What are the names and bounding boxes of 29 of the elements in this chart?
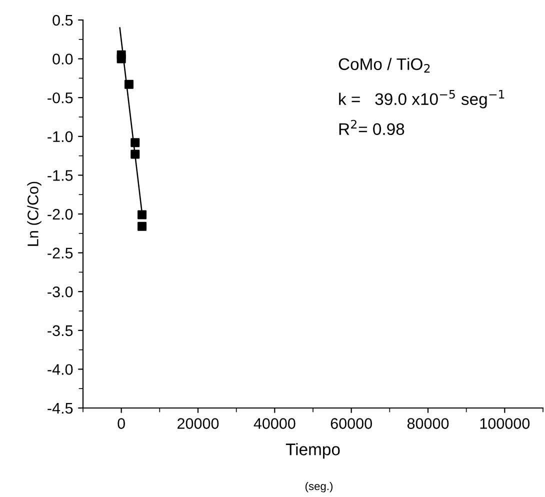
point [124,80,134,89]
y-tick-label: 0.0 [52,54,73,64]
annotation: R$^{2}$= 0.98 [339,120,404,136]
y-tick-label: -3.5 [48,325,73,336]
point [130,150,140,159]
annotation: CoMo / TiO$_{2}$ [338,58,430,73]
point [130,138,140,148]
y-tick-label: -3.0 [48,286,73,298]
y-tick-label: -1.5 [48,170,73,181]
y-tick-label: -1.0 [48,131,73,142]
x-tick-label: 0 [118,418,125,429]
y-tick-label: -4.0 [48,364,73,375]
point [116,54,126,64]
y-axis-title: Ln (C/Co) [27,182,42,246]
x-tick-label: 100000 [480,418,530,429]
y-tick-label: -2.5 [48,248,73,258]
x-tick-label: 60000 [330,418,372,429]
y-tick-label: 0.5 [52,14,73,26]
y-tick-label: -4.5 [48,403,73,414]
x-axis-title: Tiempo [286,443,340,459]
x-tick-label: 80000 [407,418,449,429]
y-tick-label: -0.5 [48,92,73,104]
text: (seg.) [305,482,333,492]
x-tick-label: 40000 [254,418,296,429]
x-tick-label: 20000 [178,418,219,429]
point [138,210,147,220]
y-tick-label: -2.0 [48,208,73,220]
annotation: k = 39.0 x10$^{−5}$ seg$^{−1}$ [339,90,504,108]
point [138,222,147,231]
